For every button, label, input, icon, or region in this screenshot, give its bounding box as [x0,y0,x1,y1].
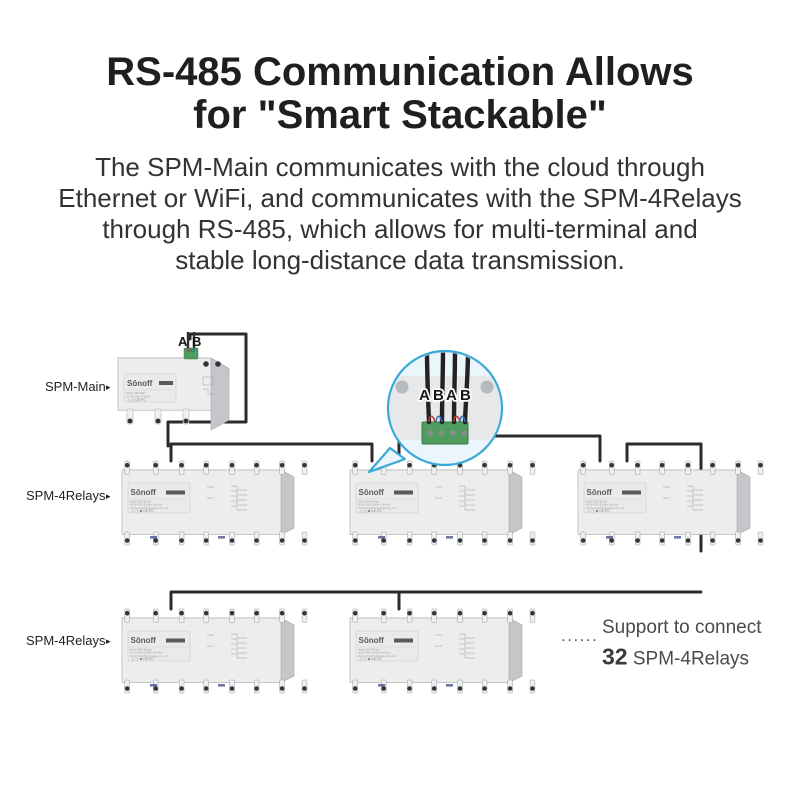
svg-text:32 SPM-4Relays: 32 SPM-4Relays [602,644,749,670]
svg-text:SPM-4Relays: SPM-4Relays [26,488,106,503]
svg-text:A: A [419,387,430,404]
svg-text:▸: ▸ [106,491,111,501]
svg-text:A: A [446,387,457,404]
svg-text:B: B [460,387,471,404]
svg-text:B: B [192,334,201,349]
svg-text:▸: ▸ [106,382,111,392]
svg-text:......: ...... [561,626,598,645]
svg-text:▸: ▸ [106,636,111,646]
svg-text:SPM-Main: SPM-Main [45,379,106,394]
svg-text:Support to connect: Support to connect [602,617,762,638]
svg-text:B: B [433,387,444,404]
svg-text:SPM-4Relays: SPM-4Relays [26,633,106,648]
svg-text:A: A [178,334,188,349]
